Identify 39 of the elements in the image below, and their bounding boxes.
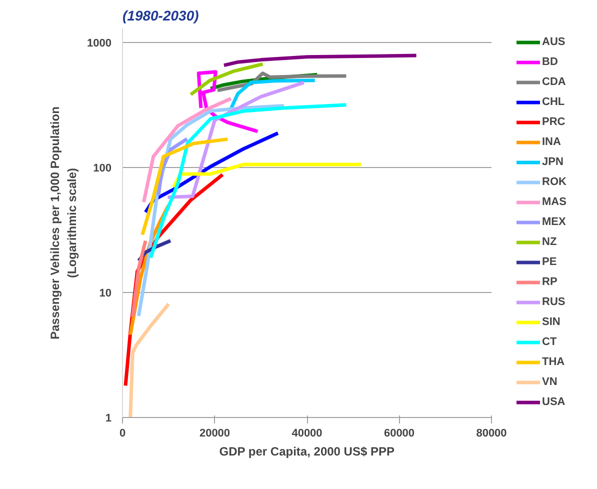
legend-label: INA bbox=[542, 135, 562, 150]
legend-label: CDA bbox=[542, 75, 566, 90]
chart-subtitle: (1980-2030) bbox=[122, 8, 200, 24]
legend-label: VN bbox=[542, 375, 558, 390]
x-tick-label: 20000 bbox=[199, 428, 230, 440]
legend-label: RP bbox=[542, 275, 558, 290]
legend-label: SIN bbox=[542, 315, 562, 330]
y-tick-label: 10 bbox=[99, 288, 112, 300]
legend-label: RUS bbox=[542, 295, 566, 310]
y-axis-title: Passenger Vehilces per 1,000 Population (Logarithmic scale) bbox=[48, 106, 80, 340]
legend-label: PRC bbox=[542, 115, 566, 130]
legend-label: CHL bbox=[542, 95, 565, 110]
x-tick-label: 0 bbox=[119, 428, 126, 440]
legend-label: BD bbox=[542, 55, 559, 70]
y-tick-label: 100 bbox=[93, 162, 112, 175]
legend-label: USA bbox=[542, 395, 566, 410]
x-axis-title: GDP per Capita, 2000 US$ PPP bbox=[219, 444, 394, 458]
line-series bbox=[226, 78, 317, 118]
legend-label: MAS bbox=[542, 195, 566, 210]
line-series bbox=[128, 302, 170, 418]
line-series bbox=[216, 71, 348, 92]
x-tick-label: 40000 bbox=[292, 428, 322, 440]
line-series bbox=[222, 54, 418, 68]
y-tick-label: 1 bbox=[105, 412, 112, 424]
legend-label: MEX bbox=[542, 215, 566, 230]
legend-label: THA bbox=[542, 355, 565, 370]
y-tick-label: 1000 bbox=[87, 38, 112, 50]
legend-label: JPN bbox=[542, 155, 564, 170]
line-series bbox=[140, 137, 230, 237]
x-tick-label: 60000 bbox=[384, 428, 415, 440]
legend-label: CT bbox=[542, 335, 558, 350]
legend-label: PE bbox=[542, 255, 558, 270]
line-series bbox=[189, 62, 264, 96]
line-series bbox=[142, 96, 233, 204]
legend-label: ROK bbox=[542, 175, 566, 190]
x-tick-label: 80000 bbox=[476, 428, 507, 440]
line-series bbox=[148, 103, 348, 260]
legend-label: AUS bbox=[542, 35, 566, 50]
legend-label: NZ bbox=[542, 235, 558, 250]
